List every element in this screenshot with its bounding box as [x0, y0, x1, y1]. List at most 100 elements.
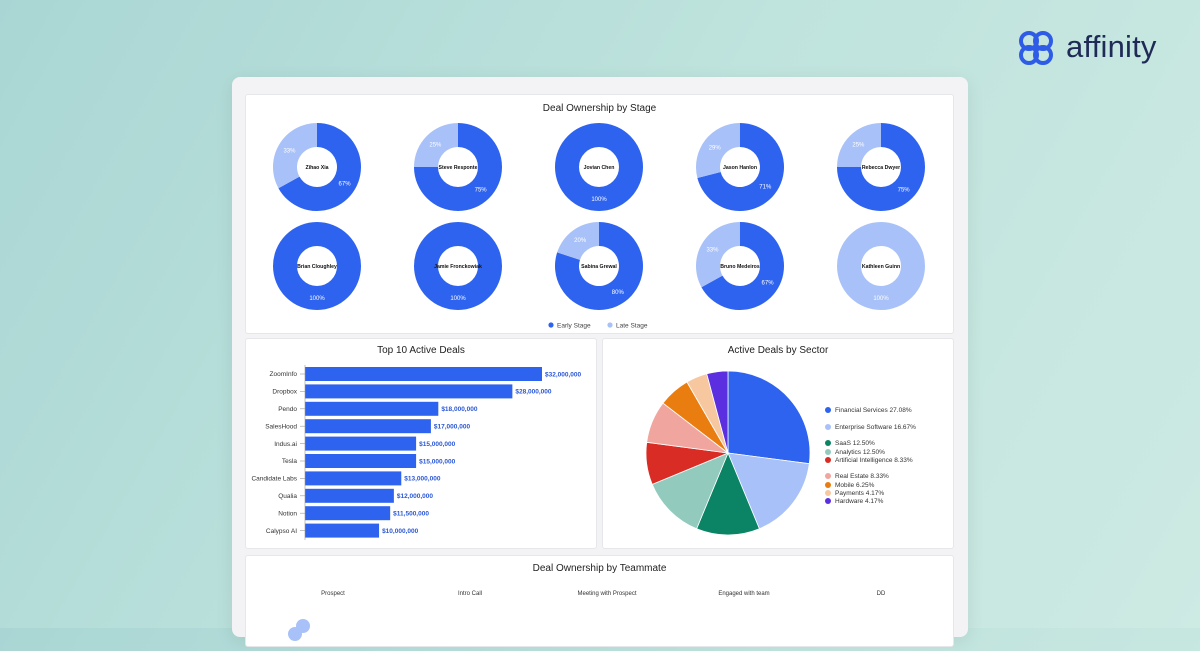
bar-category-label: SalesHood — [265, 423, 297, 430]
stage-label: Prospect — [321, 591, 345, 597]
donut-value-label: 100% — [450, 296, 466, 302]
pie-legend-item: Real Estate 8.33% — [825, 473, 925, 481]
bar — [305, 436, 417, 451]
legend-swatch — [548, 322, 554, 328]
bar-value-label: $17,000,000 — [434, 424, 471, 431]
stage-label: Intro Call — [457, 591, 482, 597]
affinity-logo-icon — [1019, 31, 1053, 65]
top-active-deals-card: Top 10 Active Deals ZoomInfo $32,000,000 D… — [245, 338, 597, 549]
bar — [305, 506, 391, 521]
pie-legend-item: Enterprise Software 16.67% — [825, 423, 925, 432]
donut-steve-responte: Steve Responte 75% 25% — [414, 123, 502, 211]
donut-value-label: 100% — [591, 197, 607, 203]
bar-value-label: $18,000,000 — [441, 406, 478, 413]
donut-slice-early — [414, 222, 502, 310]
bar — [305, 471, 402, 486]
pie-legend-item: Hardware 4.17% — [825, 498, 925, 506]
bar — [305, 367, 542, 381]
stage-label: Engaged with team — [718, 591, 770, 597]
chart-title: Top 10 Active Deals — [377, 345, 465, 356]
legend-label: Real Estate 8.33% — [835, 473, 889, 481]
donut-value-label: 67% — [762, 280, 775, 286]
bar-chart: ZoomInfo $32,000,000 Dropbox $28,000,000 Pen… — [251, 365, 582, 540]
donut-slice-late — [837, 123, 881, 167]
pie-legend-item: Payments 4.17% — [825, 490, 925, 498]
donut-center-label: Kathleen Guinn — [862, 264, 900, 270]
bar — [305, 523, 380, 538]
pie-slice — [651, 452, 729, 530]
legend-swatch — [607, 322, 613, 328]
legend-label: Payments 4.17% — [835, 490, 885, 497]
bar — [305, 488, 394, 503]
bar-value-label: $10,000,000 — [382, 528, 419, 535]
legend-label: Artificial Intelligence 8.33% — [835, 456, 913, 464]
legend-label: Late Stage — [616, 322, 648, 329]
donut-slice-late — [837, 222, 925, 310]
donut-slice-late — [696, 222, 740, 288]
stage-label: DD — [876, 591, 886, 597]
donut-slice-early — [697, 123, 784, 211]
donut-kathleen-guinn: Kathleen Guinn 100% — [837, 222, 925, 310]
dashboard-frame: Deal Ownership by Stage Zihao Xia 67% 33% S… — [232, 77, 968, 647]
legend-swatch — [825, 456, 831, 463]
bar-category-label: Qualia — [278, 493, 297, 500]
bar — [305, 384, 513, 399]
deal-ownership-by-teammate-card: Deal Ownership by Teammate Prospect Intro… — [245, 555, 954, 647]
pie-slice — [727, 370, 811, 465]
donut-value-label: 29% — [709, 145, 722, 151]
donut-slice-early — [414, 123, 502, 211]
legend-swatch — [825, 407, 831, 413]
legend-swatch — [825, 440, 831, 447]
donut-center-label: Jason Hanlon — [723, 165, 757, 171]
donut-sabina-grewal: Sabina Grewal 80% 20% — [555, 222, 643, 311]
donut-zihao-xia: Zihao Xia 67% 33% — [273, 123, 361, 211]
bar-value-label: $11,500,000 — [393, 511, 429, 518]
donut-value-label: 71% — [759, 185, 772, 191]
bar-value-label: $15,000,000 — [419, 458, 456, 465]
active-deals-by-sector-card: Active Deals by Sector Financial Service… — [602, 338, 954, 549]
pie-legend-item: Financial Services 27.08% — [825, 407, 925, 415]
legend-swatch — [825, 498, 831, 505]
bar-category-label: Indus.ai — [274, 441, 297, 448]
donut-rebecca-dwyer: Rebecca Dwyer 75% 25% — [837, 123, 925, 211]
bar-category-label: Tesla — [282, 458, 298, 465]
legend-swatch — [825, 481, 831, 488]
donut-slice-early — [837, 123, 925, 211]
donut-value-label: 75% — [475, 188, 488, 194]
donut-center-label: Brian Cloughley — [297, 264, 337, 270]
bar-category-label: Dropbox — [272, 389, 297, 396]
donut-value-label: 100% — [873, 296, 889, 302]
donut-slice-early — [701, 222, 784, 310]
donut-jason-hanlon: Jason Hanlon 71% 29% — [696, 123, 784, 211]
donut-center-label: Steve Responte — [439, 165, 478, 171]
donut-center-label: Jovian Chen — [584, 165, 615, 171]
donut-legend: Early Stage Late Stage — [548, 322, 648, 329]
bar-value-label: $13,000,000 — [404, 476, 441, 483]
pie-legend-item: Mobile 6.25% — [825, 481, 925, 490]
bar-value-label: $28,000,000 — [515, 389, 552, 396]
chart-title: Deal Ownership by Stage — [542, 103, 657, 114]
donut-slice-late — [557, 222, 599, 260]
donut-slice-late — [273, 123, 317, 189]
pie-slice — [696, 451, 760, 536]
bar-category-label: Notion — [278, 510, 297, 517]
pie-slice — [706, 370, 729, 454]
donut-slice-late — [414, 123, 458, 167]
legend-label: Financial Services 27.08% — [835, 407, 912, 414]
donut-slice-early — [278, 123, 361, 211]
legend-label: SaaS 12.50% — [835, 440, 875, 448]
bubble-mark — [288, 627, 302, 641]
bar-value-label: $15,000,000 — [419, 441, 456, 448]
legend-label: Analytics 12.50% — [835, 448, 885, 456]
bar-category-label: ZoomInfo — [270, 371, 298, 378]
section-title: Deal Ownership by Teammate — [532, 563, 667, 574]
donut-slice-late — [696, 123, 740, 178]
chart-title: Active Deals by Sector — [727, 345, 829, 356]
bar — [305, 401, 439, 416]
donut-slice-early — [555, 123, 643, 211]
bar-category-label: Calypso AI — [266, 528, 297, 535]
donut-value-label: 33% — [283, 149, 296, 155]
donut-value-label: 75% — [898, 188, 911, 194]
donut-value-label: 20% — [574, 238, 587, 244]
bar-category-label: Pendo — [278, 406, 297, 413]
